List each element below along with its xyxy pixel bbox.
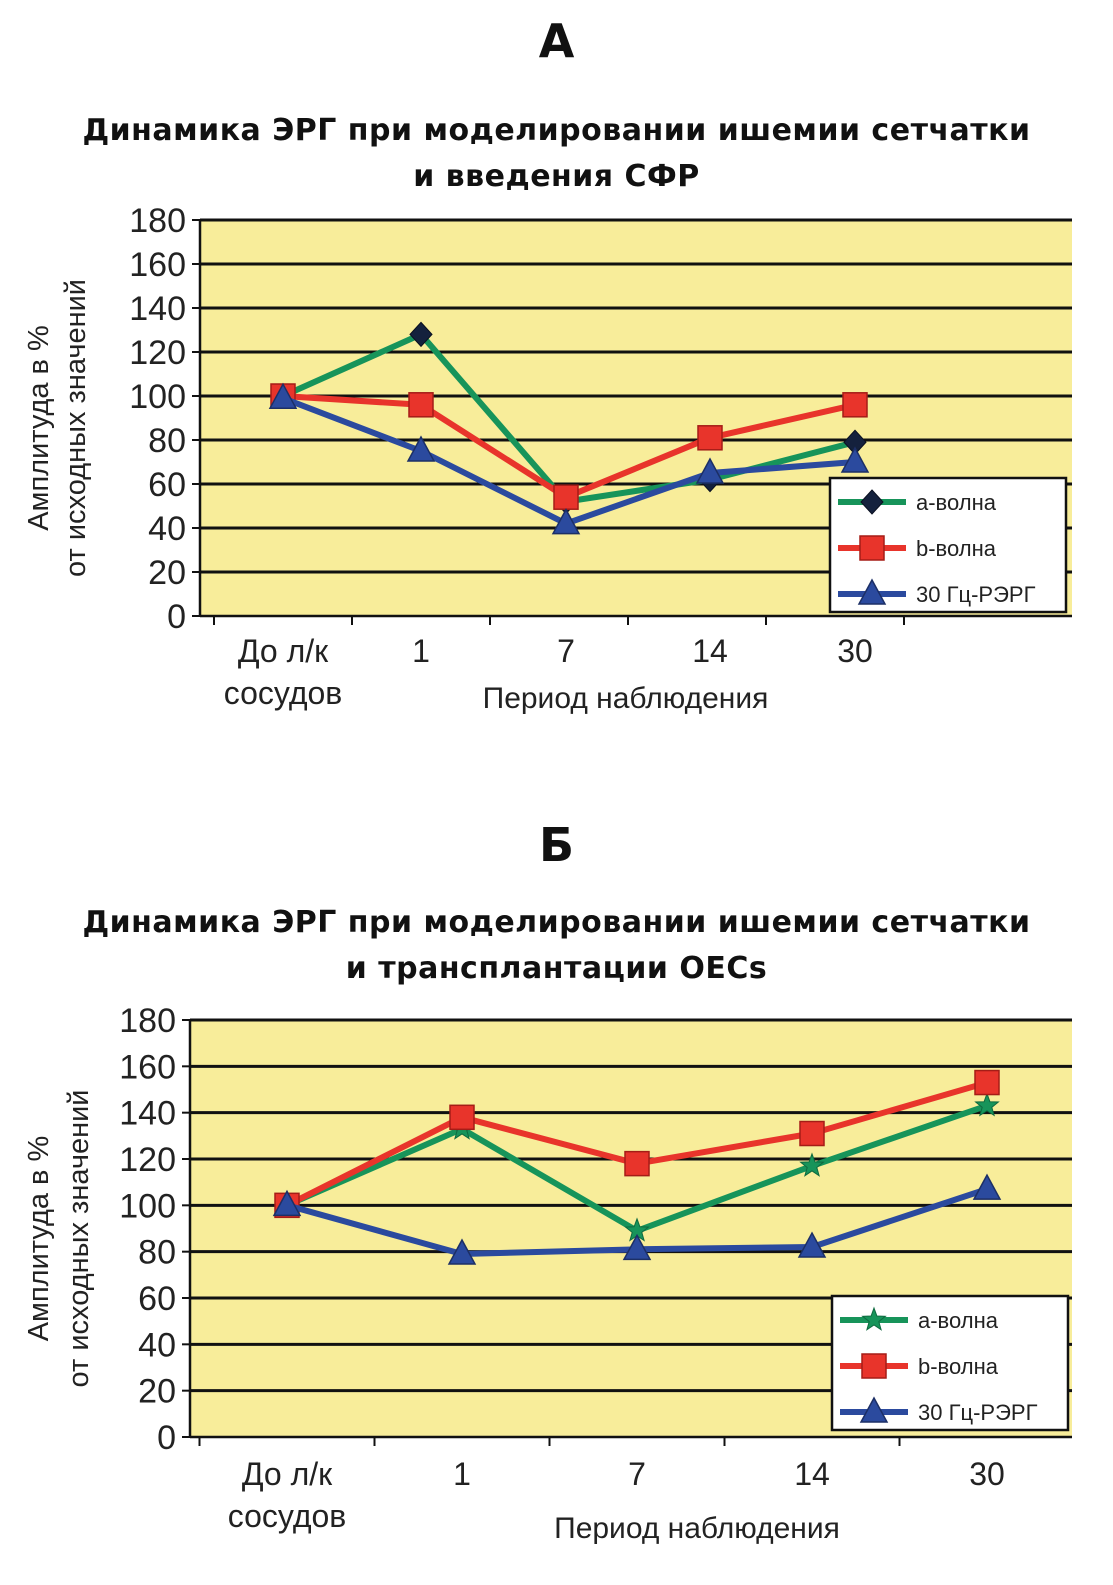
series-2 [268, 382, 870, 535]
legend-label: 30 Гц-РЭРГ [916, 582, 1036, 607]
y-tick-label: 140 [119, 1095, 176, 1133]
y-axis-label-line1: Амплитуда в % [23, 325, 55, 531]
legend-label: b-волна [916, 536, 997, 561]
data-point [551, 508, 581, 535]
y-tick-label: 40 [138, 1326, 176, 1364]
legend-marker [861, 1353, 887, 1379]
y-tick-label: 60 [148, 466, 186, 504]
data-point [268, 382, 298, 409]
chart-title-b: Динамика ЭРГ при моделировании ишемии се… [0, 900, 1113, 992]
x-tick-label: 1 [453, 1456, 471, 1492]
y-axis-label-line2: от исходных значений [63, 1090, 95, 1388]
x-tick-label: сосудов [228, 1498, 347, 1534]
x-tick-label: 7 [628, 1456, 646, 1492]
chart-title-a-line1: Динамика ЭРГ при моделировании ишемии се… [82, 113, 1031, 148]
legend: a-волна b-волна 30 Гц-РЭРГ [828, 476, 1068, 614]
y-tick-label: 80 [148, 422, 186, 460]
y-tick-label: 120 [119, 1141, 176, 1179]
x-tick-label: 1 [412, 633, 430, 669]
data-point [624, 1150, 650, 1177]
panel-letter-a: А [538, 14, 575, 68]
data-point [272, 1189, 302, 1217]
x-axis-label: Период наблюдения [483, 682, 769, 715]
x-tick-label: 14 [794, 1456, 830, 1492]
y-axis-label-line2: от исходных значений [60, 279, 92, 577]
legend-marker [859, 535, 885, 561]
data-point [799, 1152, 825, 1177]
legend-label: 30 Гц-РЭРГ [918, 1400, 1038, 1425]
y-tick-label: 160 [119, 1048, 176, 1086]
chart-title-b-line2: и трансплантации OECs [345, 951, 768, 986]
legend-label: a-волна [918, 1308, 999, 1333]
data-point [553, 484, 579, 510]
y-tick-label: 180 [119, 1002, 176, 1040]
legend-marker [861, 1306, 887, 1331]
x-tick-label: 30 [837, 633, 873, 669]
data-point [799, 1120, 825, 1147]
chart-a: 0 20 40 60 80 100 120 140 160 180 До л/к сосудов 1 7 1… [23, 202, 1072, 715]
data-point [408, 392, 434, 418]
x-tick-label: 7 [557, 633, 575, 669]
chart-title-b-line1: Динамика ЭРГ при моделировании ишемии се… [82, 905, 1031, 940]
x-tick-label: 30 [969, 1456, 1005, 1492]
x-tick-label: сосудов [224, 675, 343, 711]
panel-letter-b: Б [538, 818, 575, 872]
y-tick-label: 180 [129, 202, 186, 240]
y-tick-label: 20 [148, 554, 186, 592]
y-tick-label: 0 [157, 1419, 176, 1457]
series-1 [274, 1069, 1000, 1219]
y-tick-label: 20 [138, 1373, 176, 1411]
x-tick-label: 14 [692, 633, 728, 669]
y-tick-label: 100 [129, 378, 186, 416]
chart-title-a-line2: и введения СФР [413, 159, 700, 194]
x-tick-label: До л/к [242, 1456, 333, 1492]
y-tick-label: 80 [138, 1234, 176, 1272]
legend-label: b-волна [918, 1354, 999, 1379]
data-point [406, 435, 436, 462]
data-point [409, 321, 433, 348]
data-point [974, 1092, 1000, 1117]
data-point [974, 1069, 1000, 1096]
y-tick-label: 60 [138, 1280, 176, 1318]
series-1 [270, 383, 868, 510]
legend-marker [860, 489, 884, 515]
y-tick-label: 0 [167, 598, 186, 636]
data-point [972, 1173, 1002, 1200]
legend-marker [859, 1396, 889, 1423]
data-point [842, 392, 868, 418]
y-axis-label-line1: Амплитуда в % [23, 1136, 55, 1342]
data-point [695, 457, 725, 484]
y-tick-label: 40 [148, 510, 186, 548]
y-tick-label: 100 [119, 1187, 176, 1225]
series-2 [272, 1173, 1002, 1265]
data-point [797, 1231, 827, 1258]
y-tick-label: 160 [129, 246, 186, 284]
data-point [449, 1104, 475, 1131]
data-point [622, 1233, 652, 1261]
legend-marker [857, 578, 887, 605]
legend: a-волна b-волна 30 Гц-РЭРГ [830, 1294, 1070, 1432]
chart-title-a: Динамика ЭРГ при моделировании ишемии се… [0, 108, 1113, 200]
data-point [840, 446, 870, 473]
data-point [447, 1238, 477, 1265]
x-axis-label: Период наблюдения [554, 1512, 840, 1545]
x-tick-label: До л/к [238, 633, 329, 669]
y-tick-label: 120 [129, 334, 186, 372]
chart-b: 0 20 40 60 80 100 120 140 160 180 До л/к сосудов 1 7 1… [23, 1002, 1072, 1545]
y-tick-label: 140 [129, 290, 186, 328]
data-point [697, 425, 723, 451]
legend-label: a-волна [916, 490, 997, 515]
